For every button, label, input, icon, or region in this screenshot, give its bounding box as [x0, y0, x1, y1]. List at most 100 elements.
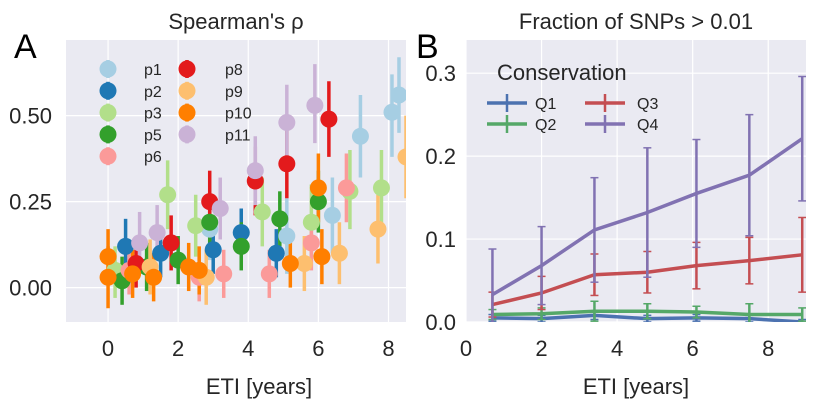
panel-a-point-p3: [372, 179, 390, 197]
panel-a-point-p3: [253, 203, 271, 221]
panel-a-point-p11: [278, 114, 296, 132]
panel-a: 0 2 4 6 8 0.00 0.25 0.50 p1 p2 p3 p5 p6 p8 p9 p10 p11 S…: [9, 9, 406, 399]
panel-b-x-tick-label: 2: [535, 336, 547, 361]
panel-b-legend-label: Q3: [637, 96, 658, 113]
panel-a-point-p6: [302, 234, 320, 252]
panel-a-x-tick-label: 6: [312, 336, 324, 361]
panel-a-point-p10: [124, 265, 142, 283]
panel-a-point-p10: [145, 268, 163, 286]
panel-b-y-tick-label: 0.2: [425, 144, 456, 169]
panel-a-point-p3: [302, 213, 320, 231]
panel-a-point-p1: [351, 127, 369, 145]
panel-b: 0 2 4 6 8 0.0 0.1 0.2 0.3 Conservation Q1 Q2 Q3 Q4 F…: [416, 9, 806, 399]
panel-a-tick-labels: 0 2 4 6 8 0.00 0.25 0.50: [9, 104, 394, 361]
panel-a-point-p10: [313, 248, 331, 266]
panel-a-point-p9: [295, 255, 313, 273]
panel-a-legend-marker: [99, 60, 117, 78]
panel-b-legend-label: Q4: [637, 117, 658, 134]
panel-a-point-p10: [99, 248, 117, 266]
panel-a-legend-label: p5: [144, 127, 162, 144]
panel-a-point-p11: [211, 200, 229, 218]
panel-a-legend-label: p3: [144, 106, 162, 123]
panel-a-point-p2: [152, 244, 170, 262]
panel-a-legend-label: p10: [225, 106, 252, 123]
panel-b-y-tick-label: 0.1: [425, 227, 456, 252]
panel-a-point-p11: [131, 234, 149, 252]
panel-a-point-p2: [267, 244, 285, 262]
panel-a-legend-marker: [99, 104, 117, 122]
panel-a-y-tick-label: 0.25: [9, 190, 52, 215]
panel-a-point-p10: [281, 255, 299, 273]
panel-b-x-axis-label: ETI [years]: [583, 374, 689, 399]
panel-a-y-tick-label: 0.50: [9, 104, 52, 129]
panel-a-legend-marker: [178, 82, 196, 100]
panel-b-y-tick-label: 0.3: [425, 61, 456, 86]
panel-a-point-p5: [201, 213, 219, 231]
panel-a-point-p9: [369, 220, 387, 238]
panel-a-legend-marker: [99, 82, 117, 100]
panel-a-point-p5: [271, 210, 289, 228]
panel-a-legend: p1 p2 p3 p5 p6 p8 p9 p10 p11: [99, 60, 252, 166]
panel-a-legend-label: p2: [144, 84, 162, 101]
panel-b-x-tick-label: 0: [460, 336, 472, 361]
panel-a-legend-marker: [178, 104, 196, 122]
panel-a-point-p5: [232, 237, 250, 255]
panel-a-y-tick-label: 0.00: [9, 276, 52, 301]
panel-a-x-axis-label: ETI [years]: [206, 374, 312, 399]
panel-a-point-p6: [260, 265, 278, 283]
panel-b-legend-label: Q1: [535, 96, 556, 113]
panel-b-x-tick-label: 8: [762, 336, 774, 361]
panel-a-point-p11: [306, 96, 324, 114]
panel-a-legend-marker: [99, 147, 117, 165]
panel-a-x-tick-label: 4: [242, 336, 254, 361]
panel-a-point-p8: [162, 234, 180, 252]
panel-a-point-p2: [204, 241, 222, 259]
panel-b-title: Fraction of SNPs > 0.01: [519, 9, 753, 34]
panel-a-point-p3: [159, 186, 177, 204]
panel-a-point-p6: [215, 265, 233, 283]
panel-a-x-tick-label: 8: [382, 336, 394, 361]
panel-a-point-p2: [117, 237, 135, 255]
panel-a-legend-marker: [99, 125, 117, 143]
panel-b-line-Q2: [492, 309, 803, 317]
panel-a-point-p1: [390, 86, 406, 104]
panel-b-legend: Conservation Q1 Q2 Q3 Q4: [487, 60, 658, 134]
panel-a-legend-label: p6: [144, 149, 162, 166]
panel-a-point-p10: [190, 261, 208, 279]
panel-b-lines-group: [488, 75, 806, 322]
panel-a-point-p5: [309, 193, 327, 211]
panel-a-data-marks: [99, 57, 406, 309]
panel-a-title: Spearman's ρ: [168, 9, 303, 34]
panel-a-point-p1: [323, 206, 341, 224]
panel-a-legend-label: p8: [225, 62, 243, 79]
panel-a-point-p10: [99, 268, 117, 286]
panel-a-legend-label: p11: [225, 127, 251, 144]
panel-a-letter: A: [14, 28, 37, 66]
panel-a-point-p8: [278, 155, 296, 173]
panel-a-point-p11: [246, 162, 264, 180]
panel-b-y-tick-label: 0.0: [425, 310, 456, 335]
panel-b-letter: B: [416, 28, 439, 66]
panel-b-tick-labels: 0 2 4 6 8 0.0 0.1 0.2 0.3: [425, 61, 774, 361]
panel-b-legend-label: Q2: [535, 117, 556, 134]
panel-a-point-p8: [320, 110, 338, 128]
panel-b-line-Q4: [491, 137, 804, 297]
panel-a-legend-label: p9: [225, 84, 243, 101]
panel-a-point-p10: [309, 179, 327, 197]
panel-a-point-p2: [232, 224, 250, 242]
panel-a-point-p9: [397, 148, 406, 166]
panel-a-point-p1: [383, 103, 401, 121]
panel-a-point-p1: [278, 227, 296, 245]
panel-a-points-group: [99, 57, 406, 309]
panel-a-legend-marker: [178, 60, 196, 78]
panel-a-legend-marker: [178, 125, 196, 143]
panel-a-x-tick-label: 2: [172, 336, 184, 361]
panel-a-x-tick-label: 0: [102, 336, 114, 361]
panel-a-point-p9: [330, 244, 348, 262]
panel-a-point-p6: [337, 179, 355, 197]
panel-b-data-marks: [488, 75, 806, 322]
panel-b-x-tick-label: 4: [611, 336, 623, 361]
panel-a-legend-label: p1: [144, 62, 162, 79]
panel-a-point-p11: [148, 224, 166, 242]
